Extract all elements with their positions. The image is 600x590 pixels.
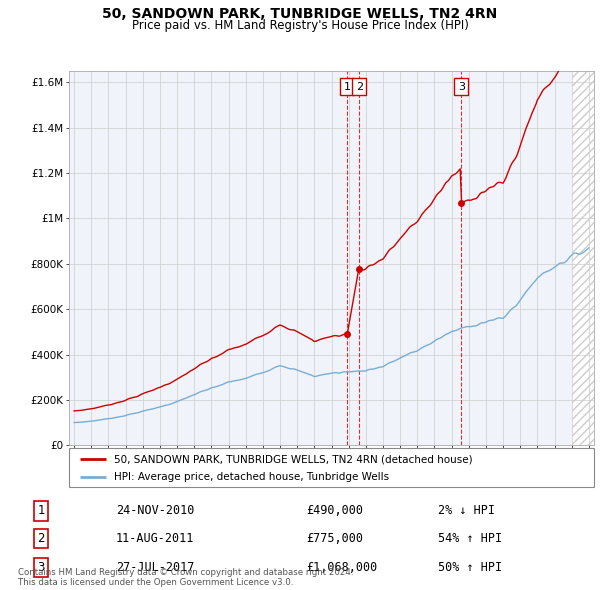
Text: Price paid vs. HM Land Registry's House Price Index (HPI): Price paid vs. HM Land Registry's House … [131,19,469,32]
Text: 11-AUG-2011: 11-AUG-2011 [116,532,194,545]
Text: 1: 1 [343,81,350,91]
Text: 1: 1 [37,504,45,517]
Text: £490,000: £490,000 [306,504,363,517]
Text: £1,068,000: £1,068,000 [306,561,377,574]
Text: 54% ↑ HPI: 54% ↑ HPI [439,532,503,545]
Text: 24-NOV-2010: 24-NOV-2010 [116,504,194,517]
Text: 2: 2 [37,532,45,545]
Bar [572,71,594,445]
Text: 2% ↓ HPI: 2% ↓ HPI [439,504,496,517]
Text: 50, SANDOWN PARK, TUNBRIDGE WELLS, TN2 4RN (detached house): 50, SANDOWN PARK, TUNBRIDGE WELLS, TN2 4… [113,454,472,464]
Text: 3: 3 [37,561,45,574]
Text: 50% ↑ HPI: 50% ↑ HPI [439,561,503,574]
FancyBboxPatch shape [69,448,594,487]
Text: HPI: Average price, detached house, Tunbridge Wells: HPI: Average price, detached house, Tunb… [113,472,389,482]
Text: 3: 3 [458,81,465,91]
Text: 50, SANDOWN PARK, TUNBRIDGE WELLS, TN2 4RN: 50, SANDOWN PARK, TUNBRIDGE WELLS, TN2 4… [103,7,497,21]
Text: 2: 2 [356,81,363,91]
Text: 27-JUL-2017: 27-JUL-2017 [116,561,194,574]
Text: £775,000: £775,000 [306,532,363,545]
Text: This data is licensed under the Open Government Licence v3.0.: This data is licensed under the Open Gov… [18,578,293,587]
Text: Contains HM Land Registry data © Crown copyright and database right 2024.: Contains HM Land Registry data © Crown c… [18,568,353,577]
